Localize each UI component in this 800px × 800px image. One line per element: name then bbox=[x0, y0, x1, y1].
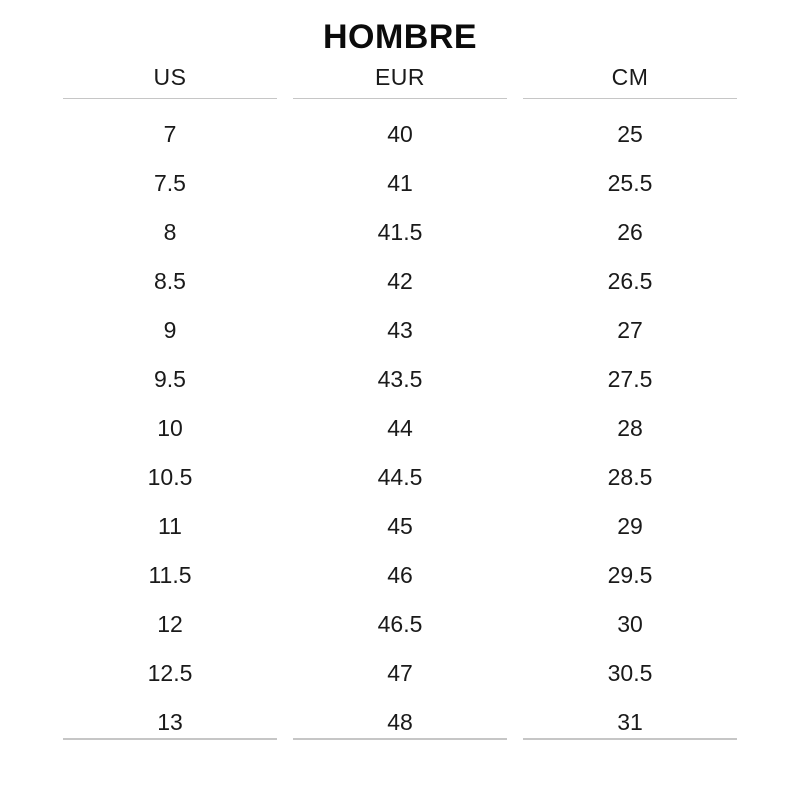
column-values-eur: 40 41 41.5 42 43 43.5 44 44.5 45 46 46.5 47 48 bbox=[293, 99, 507, 747]
size-cell: 41.5 bbox=[377, 219, 423, 245]
size-cell: 43.5 bbox=[377, 366, 423, 392]
size-cell: 41 bbox=[387, 170, 413, 196]
size-cell: 47 bbox=[387, 660, 413, 686]
size-cell: 7.5 bbox=[154, 170, 186, 196]
size-cell: 30.5 bbox=[607, 660, 653, 686]
size-cell: 28 bbox=[617, 415, 643, 441]
size-cell: 10 bbox=[157, 415, 183, 441]
size-cell: 25 bbox=[617, 121, 643, 147]
size-cell: 46 bbox=[387, 562, 413, 588]
column-header-cm: CM bbox=[523, 57, 737, 99]
size-cell: 45 bbox=[387, 513, 413, 539]
size-cell: 12 bbox=[157, 611, 183, 637]
size-cell: 9 bbox=[163, 317, 177, 343]
size-cell: 43 bbox=[387, 317, 413, 343]
size-cell: 27.5 bbox=[607, 366, 653, 392]
size-cell: 12.5 bbox=[147, 660, 193, 686]
column-bottom-rule-cm bbox=[523, 738, 737, 740]
size-cell: 10.5 bbox=[147, 464, 193, 490]
size-table: US 7 7.5 8 8.5 9 9.5 10 10.5 11 11.5 12 12.5 13 EUR … bbox=[0, 57, 800, 740]
size-cell: 46.5 bbox=[377, 611, 423, 637]
size-cell: 30 bbox=[617, 611, 643, 637]
size-cell: 44.5 bbox=[377, 464, 423, 490]
size-cell: 29.5 bbox=[607, 562, 653, 588]
size-cell: 31 bbox=[617, 709, 643, 735]
column-header-us: US bbox=[63, 57, 277, 99]
size-cell: 8.5 bbox=[154, 268, 186, 294]
column-header-eur: EUR bbox=[293, 57, 507, 99]
size-column-us: US 7 7.5 8 8.5 9 9.5 10 10.5 11 11.5 12 12.5 13 bbox=[63, 57, 277, 740]
size-column-cm: CM 25 25.5 26 26.5 27 27.5 28 28.5 29 29.5 30 30.5 3… bbox=[523, 57, 737, 740]
size-cell: 8 bbox=[163, 219, 177, 245]
size-cell: 9.5 bbox=[154, 366, 186, 392]
size-cell: 40 bbox=[387, 121, 413, 147]
column-bottom-rule-us bbox=[63, 738, 277, 740]
size-cell: 42 bbox=[387, 268, 413, 294]
column-values-us: 7 7.5 8 8.5 9 9.5 10 10.5 11 11.5 12 12.5 13 bbox=[63, 99, 277, 747]
size-cell: 29 bbox=[617, 513, 643, 539]
size-cell: 28.5 bbox=[607, 464, 653, 490]
size-cell: 48 bbox=[387, 709, 413, 735]
size-cell: 27 bbox=[617, 317, 643, 343]
size-cell: 7 bbox=[163, 121, 177, 147]
column-bottom-rule-eur bbox=[293, 738, 507, 740]
size-cell: 25.5 bbox=[607, 170, 653, 196]
size-cell: 44 bbox=[387, 415, 413, 441]
column-values-cm: 25 25.5 26 26.5 27 27.5 28 28.5 29 29.5 30 30.5 31 bbox=[523, 99, 737, 747]
size-cell: 26 bbox=[617, 219, 643, 245]
size-cell: 13 bbox=[157, 709, 183, 735]
page-title: HOMBRE bbox=[322, 18, 478, 56]
size-cell: 11.5 bbox=[148, 562, 192, 588]
size-cell: 26.5 bbox=[607, 268, 653, 294]
size-cell: 11 bbox=[158, 513, 182, 539]
size-column-eur: EUR 40 41 41.5 42 43 43.5 44 44.5 45 46 46.5 47 48 bbox=[293, 57, 507, 740]
